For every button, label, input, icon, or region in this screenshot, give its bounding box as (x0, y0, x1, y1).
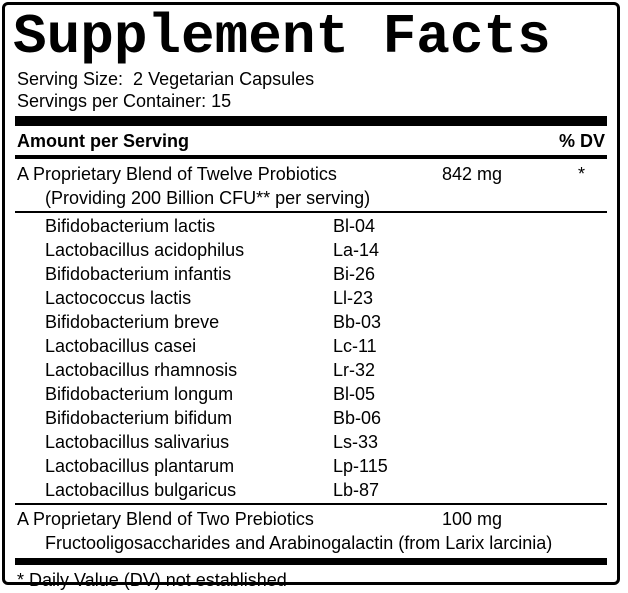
strain-row: Bifidobacterium bifidum Bb-06 (15, 406, 607, 430)
label-title: Supplement Facts (13, 5, 551, 69)
strain-row: Lactobacillus casei Lc-11 (15, 334, 607, 358)
strain-name: Bifidobacterium longum (45, 384, 234, 404)
strain-code: La-14 (333, 240, 380, 260)
probiotic-blend-name: A Proprietary Blend of Twelve Probiotics (17, 164, 337, 184)
strain-code: Bl-05 (333, 384, 376, 404)
strain-name: Lactobacillus plantarum (45, 456, 235, 476)
strain-list: Bifidobacterium lactis Bl-04 Lactobacill… (15, 213, 607, 505)
strain-row: Bifidobacterium lactis Bl-04 (15, 214, 607, 238)
supplement-facts-label: Supplement Facts Serving Size: 2 Vegetar… (2, 2, 620, 590)
strain-name: Bifidobacterium lactis (45, 216, 216, 236)
strain-code: Ls-33 (333, 432, 379, 452)
strain-row: Bifidobacterium infantis Bi-26 (15, 262, 607, 286)
probiotic-blend-amount: 842 mg (441, 164, 503, 184)
strain-code: Lr-32 (333, 360, 376, 380)
strain-code: Bl-04 (333, 216, 376, 236)
prebiotic-blend-amount: 100 mg (441, 509, 503, 529)
prebiotic-blend-section: A Proprietary Blend of Two Prebiotics 10… (15, 505, 607, 555)
percent-dv-header: % DV (558, 131, 605, 151)
strain-row: Lactobacillus salivarius Ls-33 (15, 430, 607, 454)
strain-name: Bifidobacterium breve (45, 312, 220, 332)
prebiotic-blend-ingredients: Fructooligosaccharides and Arabinogalact… (45, 533, 553, 553)
strain-name: Lactobacillus salivarius (45, 432, 230, 452)
strain-name: Lactobacillus casei (45, 336, 197, 356)
strain-row: Lactococcus lactis Ll-23 (15, 286, 607, 310)
strain-code: Bb-03 (333, 312, 382, 332)
probiotic-blend-cfu-note: (Providing 200 Billion CFU** per serving… (45, 188, 371, 208)
strain-row: Lactobacillus plantarum Lp-115 (15, 454, 607, 478)
probiotic-blend-dv: * (577, 164, 585, 184)
servings-per-container: Servings per Container: 15 (17, 91, 232, 111)
probiotic-blend-section: A Proprietary Blend of Twelve Probiotics… (15, 159, 607, 213)
prebiotic-blend-name: A Proprietary Blend of Two Prebiotics (17, 509, 314, 529)
prebiotic-blend-dv (547, 507, 607, 531)
strain-code: Lb-87 (333, 480, 380, 500)
strain-name: Lactobacillus bulgaricus (45, 480, 237, 500)
strain-row: Bifidobacterium longum Bl-05 (15, 382, 607, 406)
strain-name: Lactococcus lactis (45, 288, 192, 308)
strain-code: Lp-115 (333, 456, 388, 476)
serving-size: Serving Size: 2 Vegetarian Capsules (17, 69, 315, 89)
strain-row: Lactobacillus bulgaricus Lb-87 (15, 478, 607, 502)
strain-name: Lactobacillus rhamnosis (45, 360, 238, 380)
strain-name: Bifidobacterium infantis (45, 264, 232, 284)
bottom-divider-bar (15, 558, 607, 565)
strain-row: Lactobacillus rhamnosis Lr-32 (15, 358, 607, 382)
top-divider-bar (15, 116, 607, 126)
strain-row: Lactobacillus acidophilus La-14 (15, 238, 607, 262)
daily-value-footnote: * Daily Value (DV) not established (17, 570, 287, 590)
strain-code: Bi-26 (333, 264, 376, 284)
strain-code: Bb-06 (333, 408, 382, 428)
prebiotic-blend-row: A Proprietary Blend of Two Prebiotics 10… (15, 507, 607, 531)
amount-per-serving-header: Amount per Serving (17, 131, 190, 151)
probiotic-blend-row: A Proprietary Blend of Twelve Probiotics… (15, 162, 607, 186)
table-header-row: Amount per Serving % DV (15, 126, 607, 159)
strain-row: Bifidobacterium breve Bb-03 (15, 310, 607, 334)
strain-name: Lactobacillus acidophilus (45, 240, 245, 260)
strain-code: Ll-23 (333, 288, 374, 308)
strain-code: Lc-11 (333, 336, 377, 356)
strain-name: Bifidobacterium bifidum (45, 408, 233, 428)
